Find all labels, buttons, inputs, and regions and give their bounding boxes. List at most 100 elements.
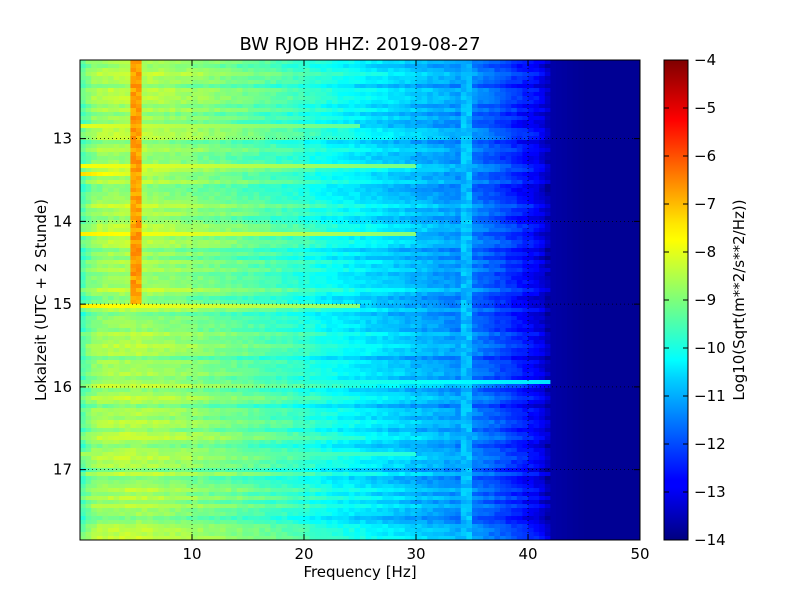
heatmap-cell [164, 164, 171, 169]
heatmap-cell [315, 248, 322, 253]
heatmap-cell [287, 256, 294, 261]
heatmap-cell [264, 72, 271, 77]
heatmap-cell [248, 180, 255, 185]
heatmap-cell [248, 68, 255, 73]
heatmap-cell [572, 68, 579, 73]
heatmap-cell [388, 116, 395, 121]
heatmap-cell [337, 60, 344, 65]
heatmap-cell [466, 64, 473, 69]
heatmap-cell [292, 100, 299, 105]
heatmap-cell [416, 216, 423, 221]
heatmap-cell [96, 160, 103, 165]
heatmap-cell [124, 152, 131, 157]
heatmap-cell [236, 212, 243, 217]
heatmap-cell [203, 240, 210, 245]
heatmap-cell [360, 240, 367, 245]
heatmap-cell [259, 92, 266, 97]
heatmap-cell [628, 84, 635, 89]
heatmap-cell [242, 184, 249, 189]
heatmap-cell [472, 156, 479, 161]
heatmap-cell [298, 136, 305, 141]
heatmap-cell [449, 204, 456, 209]
heatmap-cell [343, 156, 350, 161]
heatmap-cell [180, 72, 187, 77]
heatmap-cell [404, 64, 411, 69]
heatmap-cell [315, 176, 322, 181]
heatmap-cell [505, 88, 512, 93]
heatmap-cell [449, 228, 456, 233]
heatmap-cell [477, 156, 484, 161]
heatmap-cell [287, 128, 294, 133]
heatmap-cell [320, 240, 327, 245]
heatmap-cell [533, 128, 540, 133]
heatmap-cell [550, 224, 557, 229]
heatmap-cell [102, 216, 109, 221]
heatmap-cell [500, 176, 507, 181]
heatmap-cell [477, 64, 484, 69]
heatmap-cell [539, 232, 546, 237]
heatmap-cell [304, 96, 311, 101]
heatmap-cell [505, 156, 512, 161]
heatmap-cell [281, 112, 288, 117]
heatmap-cell [158, 196, 165, 201]
heatmap-cell [102, 168, 109, 173]
heatmap-cell [365, 248, 372, 253]
heatmap-cell [494, 108, 501, 113]
heatmap-cell [113, 256, 120, 261]
heatmap-cell [500, 72, 507, 77]
heatmap-cell [522, 180, 529, 185]
heatmap-cell [595, 236, 602, 241]
heatmap-cell [561, 160, 568, 165]
heatmap-cell [438, 164, 445, 169]
heatmap-cell [119, 184, 126, 189]
heatmap-cell [231, 100, 238, 105]
heatmap-cell [572, 112, 579, 117]
heatmap-cell [326, 236, 333, 241]
heatmap-cell [102, 248, 109, 253]
heatmap-cell [214, 184, 221, 189]
heatmap-cell [248, 252, 255, 257]
heatmap-cell [567, 176, 574, 181]
heatmap-cell [141, 124, 148, 129]
heatmap-cell [360, 68, 367, 73]
heatmap-cell [304, 200, 311, 205]
heatmap-cell [304, 220, 311, 225]
heatmap-cell [371, 64, 378, 69]
heatmap-cell [197, 60, 204, 65]
heatmap-cell [108, 60, 115, 65]
heatmap-cell [595, 124, 602, 129]
heatmap-cell [225, 148, 232, 153]
heatmap-cell [85, 68, 92, 73]
heatmap-cell [141, 184, 148, 189]
heatmap-cell [561, 116, 568, 121]
heatmap-cell [561, 228, 568, 233]
heatmap-cell [589, 176, 596, 181]
heatmap-cell [192, 220, 199, 225]
heatmap-cell [158, 204, 165, 209]
heatmap-cell [393, 228, 400, 233]
heatmap-cell [539, 164, 546, 169]
heatmap-cell [197, 256, 204, 261]
heatmap-cell [113, 160, 120, 165]
heatmap-cell [102, 196, 109, 201]
heatmap-cell [376, 132, 383, 137]
heatmap-cell [108, 116, 115, 121]
heatmap-cell [393, 180, 400, 185]
heatmap-cell [270, 84, 277, 89]
heatmap-cell [612, 256, 619, 261]
heatmap-cell [388, 80, 395, 85]
heatmap-cell [304, 180, 311, 185]
heatmap-cell [578, 240, 585, 245]
heatmap-cell [589, 248, 596, 253]
heatmap-cell [595, 256, 602, 261]
heatmap-cell [528, 100, 535, 105]
heatmap-cell [259, 236, 266, 241]
heatmap-cell [438, 208, 445, 213]
heatmap-cell [505, 72, 512, 77]
heatmap-cell [326, 112, 333, 117]
heatmap-cell [539, 236, 546, 241]
heatmap-cell [208, 216, 215, 221]
heatmap-cell [236, 184, 243, 189]
heatmap-cell [533, 64, 540, 69]
heatmap-cell [444, 216, 451, 221]
